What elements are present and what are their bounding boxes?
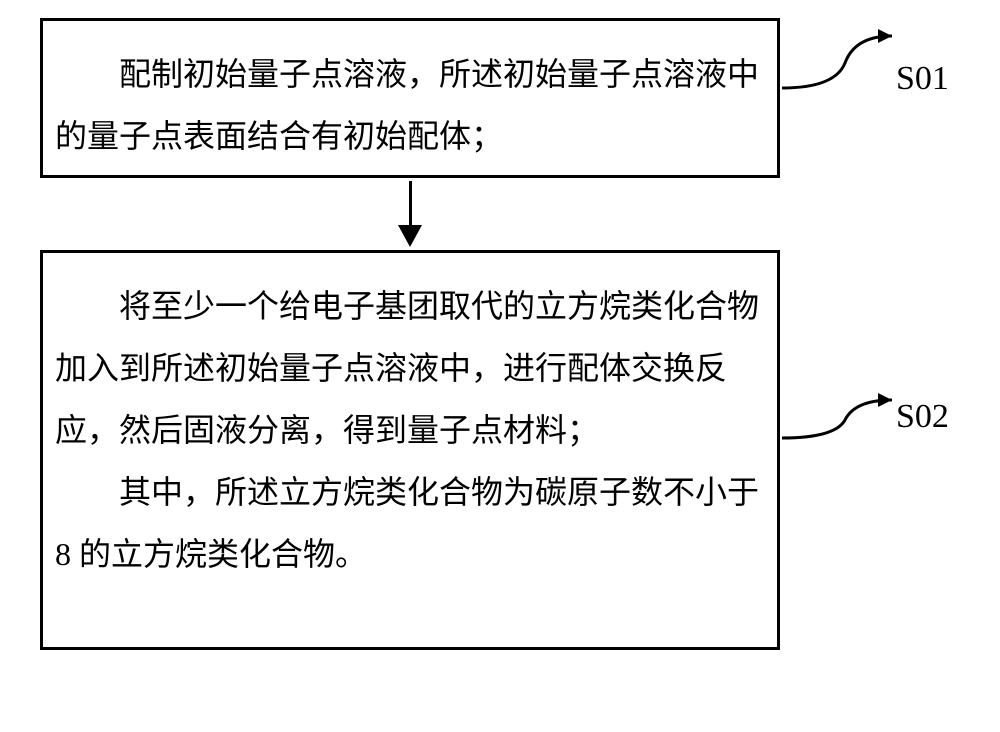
step-text-s02-p2: 其中，所述立方烷类化合物为碳原子数不小于8 的立方烷类化合物。 <box>55 461 765 585</box>
flowchart-canvas: 配制初始量子点溶液，所述初始量子点溶液中的量子点表面结合有初始配体； 将至少一个… <box>0 0 1000 732</box>
connector-arrow-s01-icon <box>780 18 910 108</box>
connector-arrow-s02-icon <box>780 380 910 470</box>
step-text-s01: 配制初始量子点溶液，所述初始量子点溶液中的量子点表面结合有初始配体； <box>55 43 765 167</box>
step-box-s01: 配制初始量子点溶液，所述初始量子点溶液中的量子点表面结合有初始配体； <box>40 18 780 178</box>
step-text-s02-p1: 将至少一个给电子基团取代的立方烷类化合物加入到所述初始量子点溶液中，进行配体交换… <box>55 275 765 461</box>
step-box-s02: 将至少一个给电子基团取代的立方烷类化合物加入到所述初始量子点溶液中，进行配体交换… <box>40 250 780 650</box>
